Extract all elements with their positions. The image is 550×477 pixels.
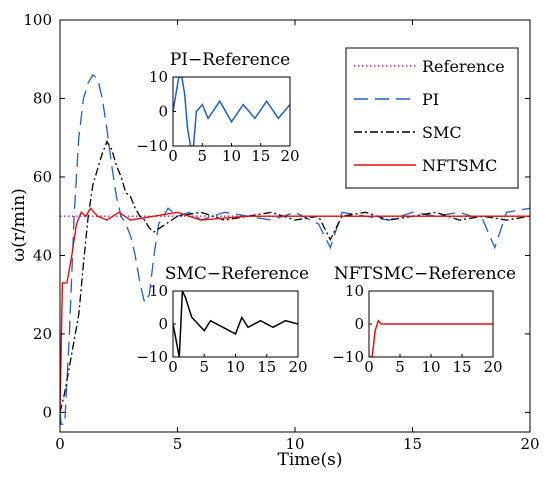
inset-y-tick-label: 0 bbox=[158, 103, 168, 121]
series-nftsmc bbox=[60, 207, 530, 413]
legend-label-reference: Reference bbox=[422, 57, 505, 76]
inset-y-tick-label: 10 bbox=[149, 282, 168, 300]
inset-x-tick-label: 0 bbox=[168, 358, 178, 376]
inset-y-tick-label: 10 bbox=[149, 68, 168, 86]
y-axis-label: ω(r/min) bbox=[9, 188, 29, 262]
inset-x-tick-label: 0 bbox=[364, 358, 374, 376]
inset-x-tick-label: 10 bbox=[222, 147, 241, 165]
inset-y-tick-label: −10 bbox=[136, 137, 168, 155]
inset-x-tick-label: 15 bbox=[257, 358, 276, 376]
legend-label-smc: SMC bbox=[422, 123, 462, 142]
inset-y-tick-label: 10 bbox=[345, 282, 364, 300]
inset-y-tick-label: −10 bbox=[332, 348, 364, 366]
inset-background bbox=[173, 291, 298, 357]
inset-x-tick-label: 5 bbox=[395, 358, 405, 376]
inset-y-tick-label: −10 bbox=[136, 348, 168, 366]
y-tick-label: 80 bbox=[33, 89, 52, 107]
legend-label-nftsmc: NFTSMC bbox=[422, 156, 497, 175]
x-tick-label: 5 bbox=[173, 435, 183, 453]
inset-x-tick-label: 0 bbox=[168, 147, 178, 165]
inset-background bbox=[173, 77, 290, 146]
inset-x-tick-label: 5 bbox=[199, 358, 209, 376]
series-pi bbox=[60, 73, 530, 425]
x-axis-label: Time(s) bbox=[278, 450, 343, 470]
x-tick-label: 20 bbox=[520, 435, 539, 453]
y-tick-label: 20 bbox=[33, 325, 52, 343]
inset-x-tick-label: 10 bbox=[421, 358, 440, 376]
y-tick-label: 40 bbox=[33, 246, 52, 264]
x-tick-label: 10 bbox=[285, 435, 304, 453]
legend-label-pi: PI bbox=[422, 90, 439, 109]
inset-x-tick-label: 20 bbox=[483, 358, 502, 376]
inset-x-tick-label: 5 bbox=[197, 147, 207, 165]
inset-y-tick-label: 0 bbox=[354, 315, 364, 333]
inset-series bbox=[173, 291, 298, 357]
y-tick-label: 60 bbox=[33, 168, 52, 186]
inset-x-tick-label: 15 bbox=[452, 358, 471, 376]
inset-title: SMC−Reference bbox=[165, 264, 309, 284]
inset-x-tick-label: 20 bbox=[288, 358, 307, 376]
inset-title: PI−Reference bbox=[170, 50, 290, 70]
inset-title: NFTSMC−Reference bbox=[334, 264, 516, 284]
inset-series bbox=[369, 319, 493, 357]
x-tick-label: 0 bbox=[55, 435, 65, 453]
y-tick-label: 100 bbox=[23, 11, 52, 29]
x-tick-label: 15 bbox=[403, 435, 422, 453]
inset-x-tick-label: 10 bbox=[226, 358, 245, 376]
y-tick-label: 0 bbox=[42, 403, 52, 421]
inset-x-tick-label: 20 bbox=[280, 147, 299, 165]
inset-y-tick-label: 0 bbox=[158, 315, 168, 333]
inset-x-tick-label: 15 bbox=[251, 147, 270, 165]
inset-series bbox=[173, 77, 290, 146]
